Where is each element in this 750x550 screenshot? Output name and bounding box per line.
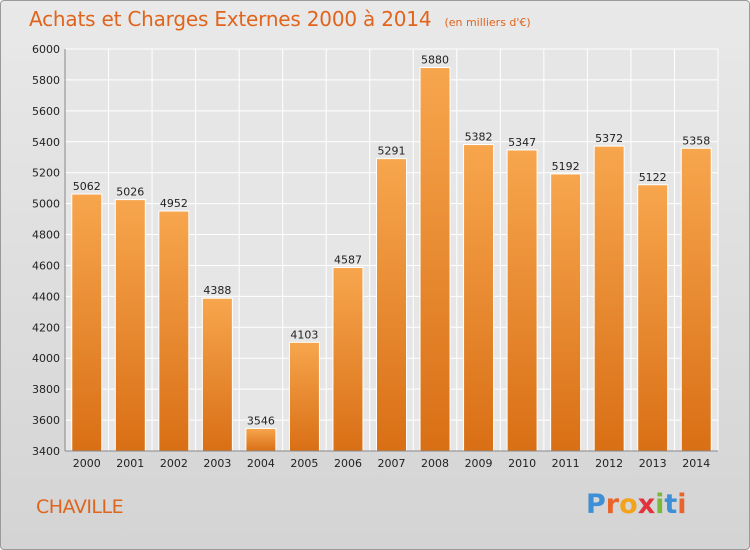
bar: [288, 341, 320, 452]
x-tick-label: 2012: [595, 457, 623, 470]
logo-letter: t: [664, 489, 678, 520]
data-label: 5062: [73, 180, 101, 193]
x-tick-label: 2010: [508, 457, 536, 470]
bar: [680, 147, 712, 452]
y-tick-label: 3400: [32, 445, 60, 458]
bar: [506, 149, 538, 452]
data-label: 4388: [203, 284, 231, 297]
bar: [593, 145, 625, 452]
x-tick-label: 2011: [552, 457, 580, 470]
y-tick-label: 4800: [32, 229, 60, 242]
logo-letter: o: [619, 489, 638, 520]
y-tick-label: 4000: [32, 352, 60, 365]
y-tick-label: 3600: [32, 414, 60, 427]
x-tick-label: 2014: [682, 457, 710, 470]
x-tick-label: 2013: [639, 457, 667, 470]
bar: [463, 144, 495, 452]
x-tick-label: 2001: [116, 457, 144, 470]
proxiti-logo: Proxiti: [586, 489, 687, 520]
data-label: 3546: [247, 414, 275, 427]
bar: [637, 184, 669, 452]
data-label: 5358: [682, 134, 710, 147]
data-label: 5122: [639, 171, 667, 184]
logo-letter: x: [637, 489, 656, 520]
bar: [332, 266, 364, 452]
data-label: 5382: [465, 131, 493, 144]
chart-subtitle: (en milliers d'€): [444, 16, 531, 29]
x-tick-label: 2009: [465, 457, 493, 470]
logo-letter: i: [677, 489, 687, 520]
data-label: 5026: [116, 186, 144, 199]
logo-letter: i: [655, 489, 665, 520]
bar: [71, 193, 103, 452]
x-tick-label: 2008: [421, 457, 449, 470]
bar: [158, 210, 190, 452]
data-label: 4952: [160, 197, 188, 210]
x-tick-label: 2007: [378, 457, 406, 470]
x-tick-label: 2004: [247, 457, 275, 470]
logo-letter: r: [605, 489, 620, 520]
y-tick-label: 4400: [32, 290, 60, 303]
y-tick-label: 3800: [32, 383, 60, 396]
bars: [71, 67, 712, 452]
place-name: CHAVILLE: [36, 496, 124, 518]
y-tick-label: 5800: [32, 74, 60, 87]
x-tick-label: 2002: [160, 457, 188, 470]
chart-title-block: Achats et Charges Externes 2000 à 2014 (…: [29, 7, 531, 31]
data-label: 5347: [508, 136, 536, 149]
y-tick-label: 5600: [32, 105, 60, 118]
data-label: 5192: [552, 160, 580, 173]
y-tick-label: 4600: [32, 259, 60, 272]
data-label: 5372: [595, 132, 623, 145]
chart-title: Achats et Charges Externes 2000 à 2014: [29, 7, 432, 31]
data-label: 4587: [334, 253, 362, 266]
x-tick-label: 2003: [203, 457, 231, 470]
bar: [114, 199, 146, 452]
bar: [550, 173, 582, 452]
x-tick-label: 2000: [73, 457, 101, 470]
logo-letter: P: [586, 489, 606, 520]
axes: 3400 3600 3800 4000 4200 4400 4600 4800 5000 5200…: [32, 43, 718, 470]
y-tick-label: 5200: [32, 167, 60, 180]
data-label: 4103: [290, 328, 318, 341]
bar: [201, 297, 233, 452]
x-tick-label: 2006: [334, 457, 362, 470]
bar: [376, 158, 407, 452]
bar: [419, 67, 451, 452]
y-tick-label: 4200: [32, 321, 60, 334]
y-tick-label: 5400: [32, 136, 60, 149]
x-tick-label: 2005: [290, 457, 318, 470]
bar: [245, 427, 277, 452]
data-label: 5880: [421, 54, 449, 67]
y-tick-label: 6000: [32, 43, 60, 56]
y-tick-label: 5000: [32, 198, 60, 211]
value-labels: 5062 5026 4952 4388 3546 4103 4587 5291 5880 5382…: [73, 54, 710, 428]
data-label: 5291: [378, 145, 406, 158]
